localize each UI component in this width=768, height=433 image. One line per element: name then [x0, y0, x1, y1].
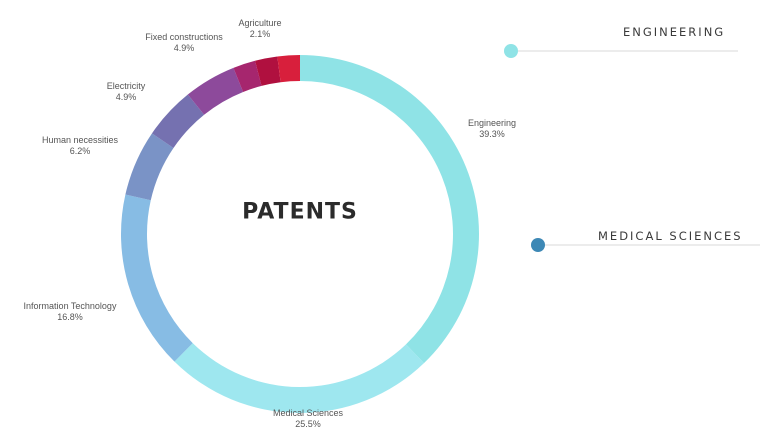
legend-label-0: ENGINEERING: [623, 25, 726, 39]
donut-slice-6: [233, 60, 262, 92]
legend-dot-1: [531, 238, 545, 252]
slice-label-value: 16.8%: [57, 312, 83, 322]
slice-label-value: 2.1%: [249, 29, 271, 39]
slice-label-2: Information Technology 16.8%: [24, 301, 117, 323]
donut-slice-4: [151, 94, 205, 148]
slice-label-4: Electricity 4.9%: [107, 81, 146, 103]
slice-label-value: 4.9%: [115, 92, 137, 102]
slice-label-3: Human necessities 6.2%: [42, 135, 118, 157]
legend-dot-0: [504, 44, 518, 58]
slice-label-value: 4.9%: [173, 43, 195, 53]
slice-label-name: Information Technology: [23, 301, 117, 311]
donut-slice-8: [277, 55, 300, 83]
slice-label-name: Agriculture: [238, 18, 282, 28]
slice-label-1: Medical Sciences 25.5%: [273, 408, 343, 430]
donut-slice-1: [174, 343, 424, 413]
slice-label-name: Electricity: [106, 81, 146, 91]
slice-label-5: Fixed constructions 4.9%: [145, 32, 223, 54]
slice-label-name: Medical Sciences: [272, 408, 344, 418]
slice-label-name: Human necessities: [41, 135, 119, 145]
donut-slice-7: [255, 56, 281, 86]
chart-title: PATENTS: [242, 199, 358, 225]
donut-slice-0: [300, 55, 479, 364]
legend-label-1: MEDICAL SCIENCES: [598, 229, 743, 243]
slice-label-value: 39.3%: [479, 129, 505, 139]
slice-label-value: 6.2%: [69, 146, 91, 156]
slice-label-6: Agriculture 2.1%: [238, 18, 281, 40]
donut-slice-2: [120, 194, 193, 362]
slice-label-0: Engineering 39.3%: [468, 118, 516, 140]
donut-slice-3: [125, 133, 174, 201]
slice-label-name: Engineering: [467, 118, 517, 128]
slice-label-name: Fixed constructions: [145, 32, 223, 42]
slice-label-value: 25.5%: [295, 419, 321, 429]
donut-slice-5: [187, 67, 244, 115]
